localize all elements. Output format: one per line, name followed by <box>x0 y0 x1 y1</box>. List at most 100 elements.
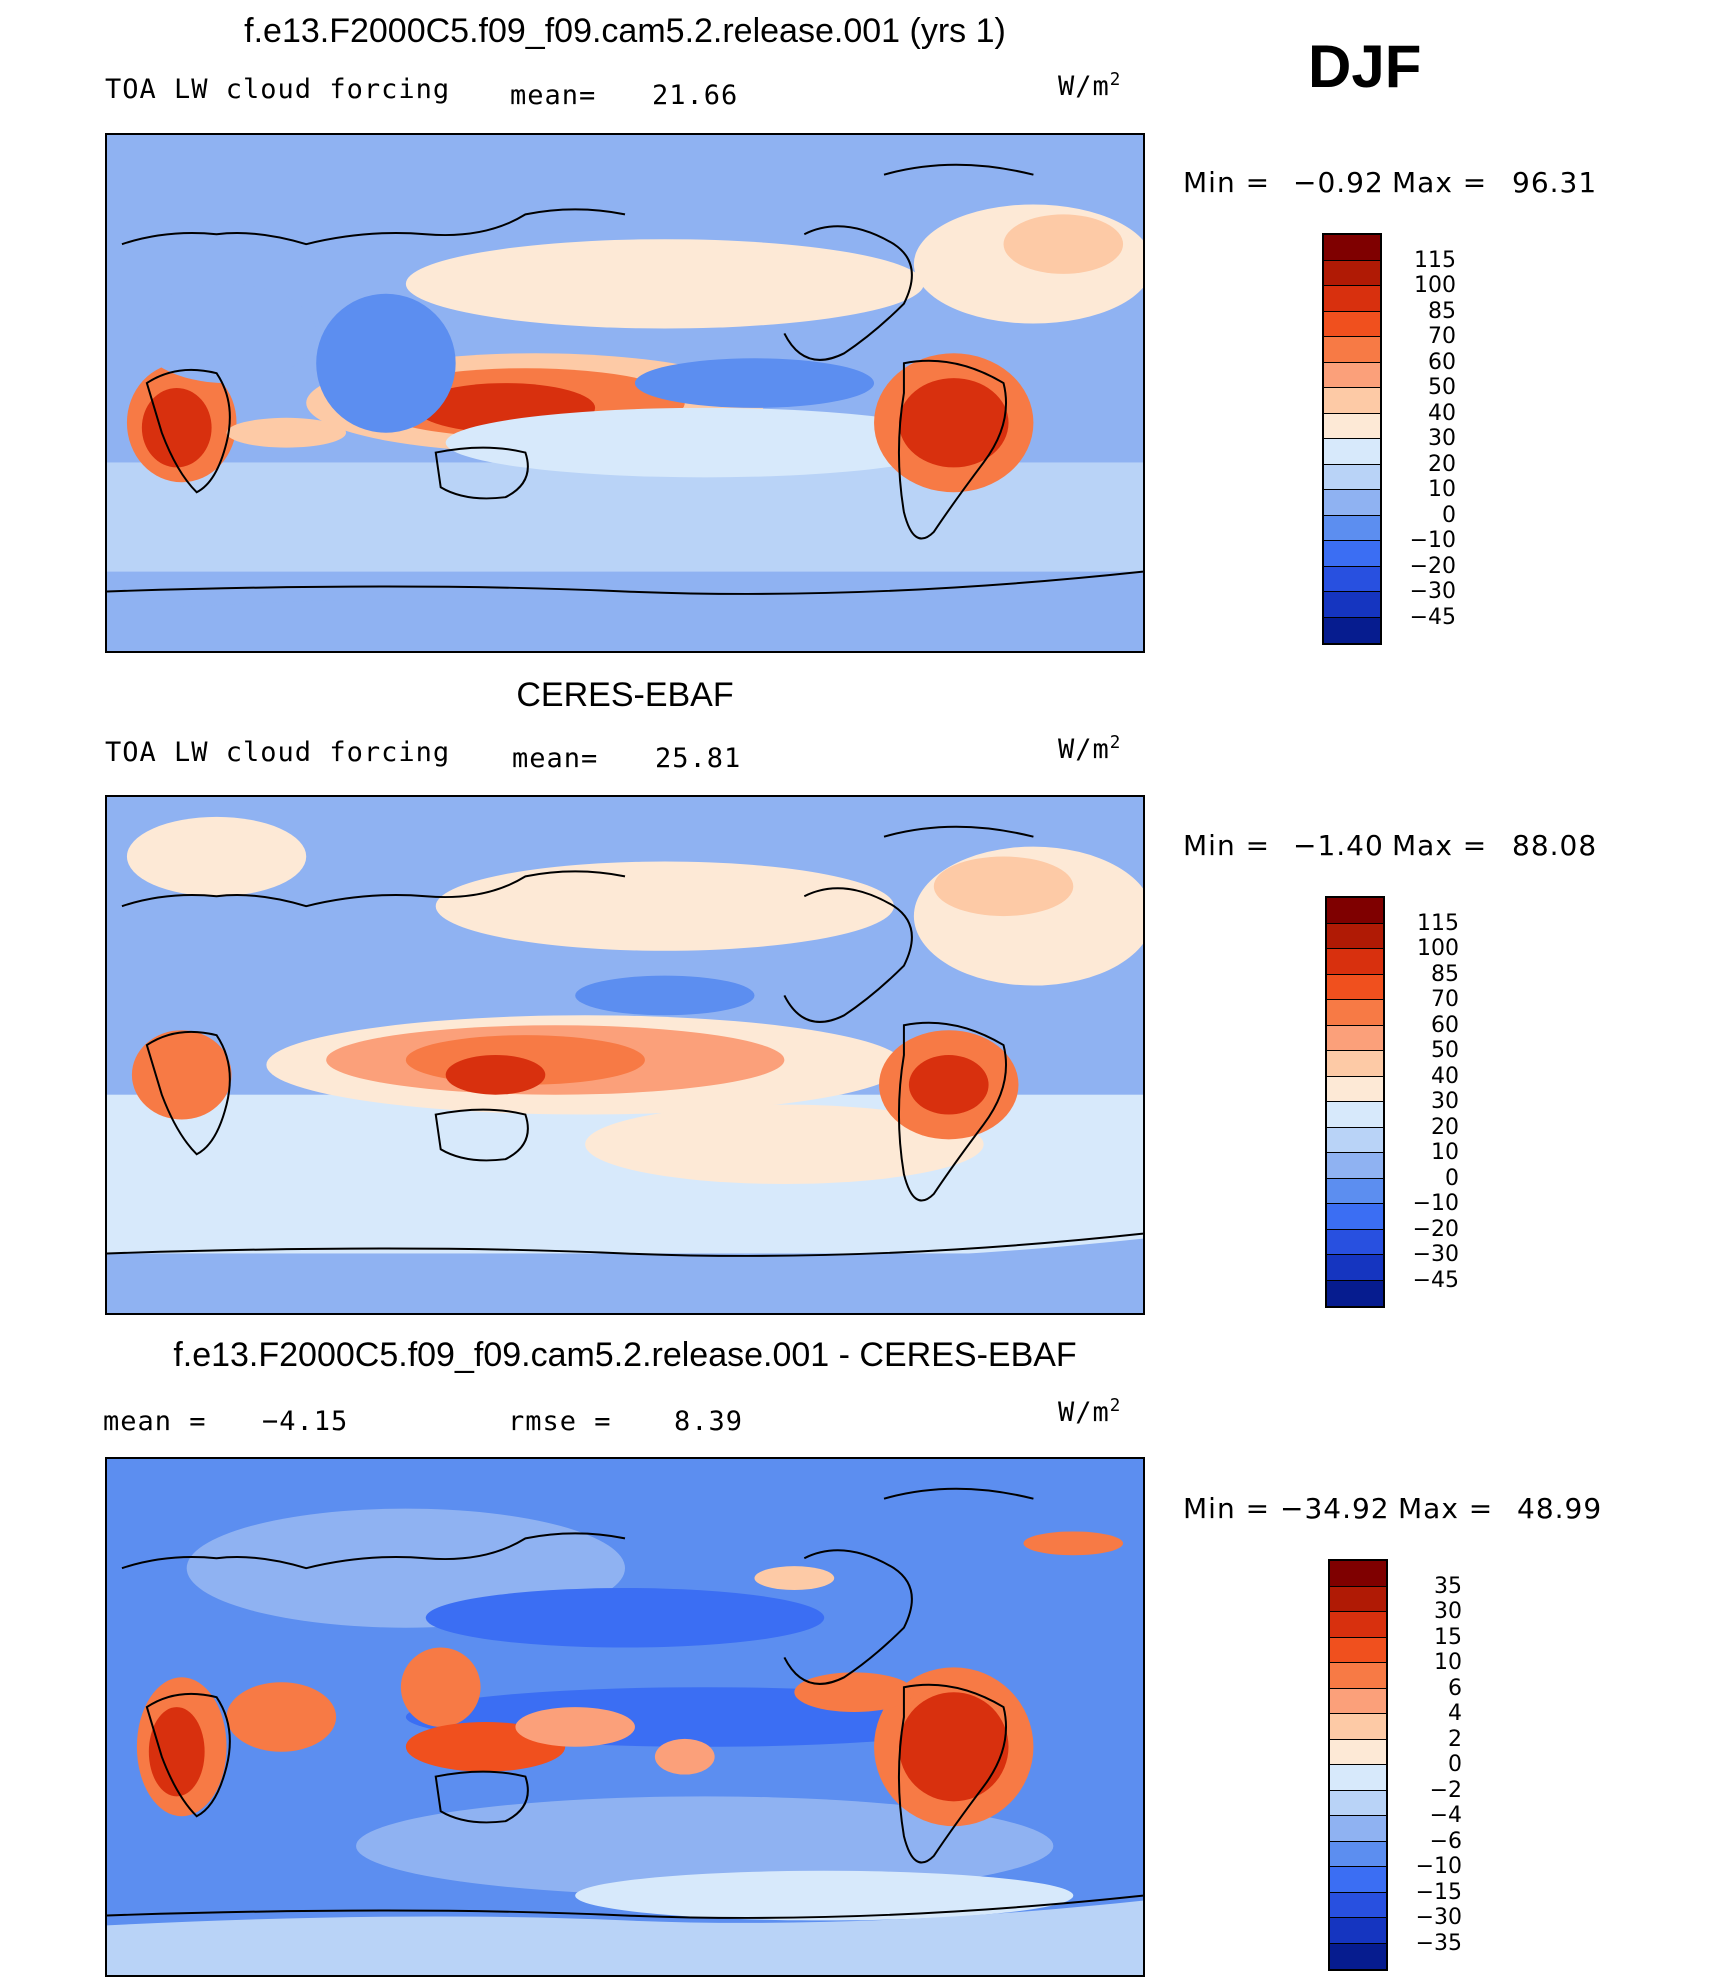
panel3-title: f.e13.F2000C5.f09_f09.cam5.2.release.001… <box>173 1336 1077 1374</box>
colorbar-swatch <box>1330 1841 1386 1867</box>
colorbar-swatch <box>1324 260 1380 286</box>
panel3-mean-label: mean = <box>103 1406 207 1437</box>
colorbar-swatch <box>1327 949 1383 975</box>
colorbar-tick-label: 115 <box>1414 247 1456 273</box>
colorbar-swatch <box>1324 235 1380 261</box>
colorbar-tick-label: −45 <box>1412 1267 1459 1293</box>
colorbar-swatch <box>1324 337 1380 363</box>
colorbar-tick-label: 0 <box>1445 1165 1459 1191</box>
colorbar-swatch <box>1327 1280 1383 1306</box>
colorbar-tick-label: 20 <box>1431 1114 1459 1140</box>
colorbar-tick-label: 10 <box>1434 1650 1462 1675</box>
colorbar-tick-label: 40 <box>1428 400 1456 426</box>
colorbar-swatch <box>1324 490 1380 516</box>
colorbar-tick-label: −30 <box>1412 1242 1459 1267</box>
colorbar-swatch <box>1327 1076 1383 1102</box>
colorbar-swatch <box>1330 1663 1386 1689</box>
colorbar-swatch <box>1327 1153 1383 1179</box>
colorbar-tick-label: 50 <box>1431 1038 1459 1063</box>
panel1-map-svg <box>107 135 1143 651</box>
panel2-min-label: Min = <box>1183 829 1271 862</box>
colorbar-swatch <box>1327 1000 1383 1026</box>
colorbar-swatch <box>1327 1204 1383 1230</box>
colorbar-swatch <box>1327 974 1383 1000</box>
panel1-min-label: Min = <box>1183 166 1271 199</box>
colorbar-tick-label: 10 <box>1428 477 1456 502</box>
colorbar-swatch <box>1327 898 1383 924</box>
colorbar-swatch <box>1324 286 1380 312</box>
colorbar-tick-label: 60 <box>1428 349 1456 375</box>
panel3-map-svg <box>107 1459 1143 1975</box>
colorbar-tick-label: 6 <box>1448 1675 1462 1701</box>
colorbar-tick-label: 100 <box>1414 273 1456 298</box>
colorbar-tick-label: −30 <box>1409 579 1456 604</box>
colorbar-swatch <box>1330 1867 1386 1893</box>
colorbar-swatch <box>1324 617 1380 643</box>
colorbar-tick-label: 115 <box>1417 910 1459 936</box>
colorbar-tick-label: −4 <box>1429 1803 1462 1828</box>
season-label: DJF <box>1308 33 1422 100</box>
colorbar-tick-label: 100 <box>1417 936 1459 961</box>
colorbar-tick-label: 50 <box>1428 375 1456 400</box>
colorbar-tick-label: 15 <box>1434 1624 1462 1650</box>
colorbar-swatch <box>1324 592 1380 618</box>
colorbar-tick-label: 0 <box>1442 502 1456 528</box>
panel1-max-value: 96.31 <box>1512 166 1598 199</box>
colorbar-swatch <box>1324 439 1380 465</box>
colorbar-tick-label: −10 <box>1415 1854 1462 1879</box>
colorbar-swatch <box>1330 1816 1386 1842</box>
colorbar-tick-label: −20 <box>1409 553 1456 579</box>
colorbar-swatch <box>1330 1637 1386 1663</box>
colorbar-tick-label: 0 <box>1448 1752 1462 1777</box>
panel2-map <box>105 795 1145 1315</box>
colorbar-swatch <box>1327 1051 1383 1077</box>
colorbar-swatch <box>1327 1025 1383 1051</box>
colorbar-swatch <box>1330 1790 1386 1816</box>
colorbar-swatch <box>1324 413 1380 439</box>
panel3-min-value: −34.92 <box>1280 1492 1390 1525</box>
colorbar-tick-label: 4 <box>1448 1701 1462 1726</box>
colorbar-swatch <box>1330 1892 1386 1918</box>
colorbar-swatch <box>1330 1561 1386 1587</box>
colorbar-tick-label: 60 <box>1431 1012 1459 1038</box>
panel3-min-label: Min = <box>1183 1492 1271 1525</box>
panel1-min-value: −0.92 <box>1293 166 1384 199</box>
colorbar-tick-label: −15 <box>1415 1879 1462 1905</box>
colorbar-swatch <box>1324 566 1380 592</box>
panel1-map <box>105 133 1145 653</box>
panel3-mean-value: −4.15 <box>262 1406 349 1437</box>
panel2-map-svg <box>107 797 1143 1313</box>
colorbar-tick-label: 2 <box>1448 1726 1462 1752</box>
colorbar-swatch <box>1327 1229 1383 1255</box>
panel2-title: CERES-EBAF <box>516 676 734 714</box>
colorbar-tick-label: 30 <box>1428 426 1456 451</box>
colorbar-tick-label: −2 <box>1429 1777 1462 1803</box>
panel3-rmse-value: 8.39 <box>674 1406 744 1437</box>
panel2-mean-label: mean= <box>512 743 599 774</box>
colorbar-swatch <box>1330 1586 1386 1612</box>
panel1-colorbar <box>1322 233 1382 645</box>
colorbar-swatch <box>1324 362 1380 388</box>
colorbar-tick-label: 20 <box>1428 451 1456 477</box>
colorbar-swatch <box>1330 1612 1386 1638</box>
panel3-colorbar <box>1328 1559 1388 1971</box>
colorbar-tick-label: −20 <box>1412 1216 1459 1242</box>
colorbar-tick-label: −35 <box>1415 1930 1462 1956</box>
colorbar-tick-label: −6 <box>1429 1828 1462 1854</box>
colorbar-swatch <box>1330 1714 1386 1740</box>
panel3-max-value: 48.99 <box>1517 1492 1603 1525</box>
panel2-colorbar <box>1325 896 1385 1308</box>
panel2-variable-label: TOA LW cloud forcing <box>105 737 451 768</box>
panel2-mean-value: 25.81 <box>655 743 742 774</box>
colorbar-swatch <box>1330 1739 1386 1765</box>
panel3-map <box>105 1457 1145 1977</box>
colorbar-swatch <box>1324 515 1380 541</box>
colorbar-swatch <box>1324 541 1380 567</box>
colorbar-tick-label: 40 <box>1431 1063 1459 1089</box>
panel3-units: W/m2 <box>1058 1396 1122 1428</box>
colorbar-tick-label: 85 <box>1428 298 1456 324</box>
panel3-max-label: Max = <box>1398 1492 1494 1525</box>
panel1-units: W/m2 <box>1058 70 1122 102</box>
colorbar-swatch <box>1324 388 1380 414</box>
colorbar-swatch <box>1327 1102 1383 1128</box>
